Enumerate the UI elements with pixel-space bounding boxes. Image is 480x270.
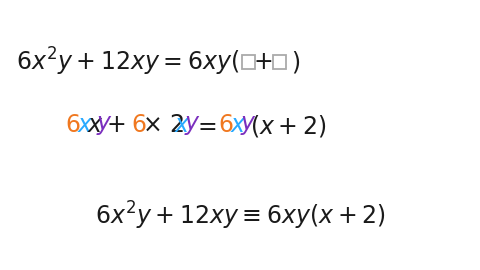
Text: $x$: $x$ [174,114,191,137]
Text: $6x^2y + 12xy = 6xy($: $6x^2y + 12xy = 6xy($ [16,46,240,78]
Text: $ = $: $ = $ [193,114,217,137]
Text: $+$: $+$ [253,50,273,74]
Text: $x$: $x$ [77,114,94,137]
Text: $6$: $6$ [65,114,81,137]
Text: $6x^2y + 12xy \equiv 6xy(x + 2)$: $6x^2y + 12xy \equiv 6xy(x + 2)$ [95,200,385,232]
Text: $x$: $x$ [230,114,247,137]
Text: $ + $: $ + $ [106,114,125,137]
Text: $6$: $6$ [218,114,233,137]
Text: $(x + 2)$: $(x + 2)$ [250,113,326,139]
Text: $ \times\ 2$: $ \times\ 2$ [142,114,184,137]
Text: $x$: $x$ [87,114,104,137]
Bar [242,55,255,69]
Text: $y$: $y$ [96,114,113,137]
Text: $y$: $y$ [184,114,201,137]
Text: $)$: $)$ [291,49,300,75]
Bar [273,55,286,69]
Text: $y$: $y$ [240,114,257,137]
Text: $6$: $6$ [131,114,146,137]
